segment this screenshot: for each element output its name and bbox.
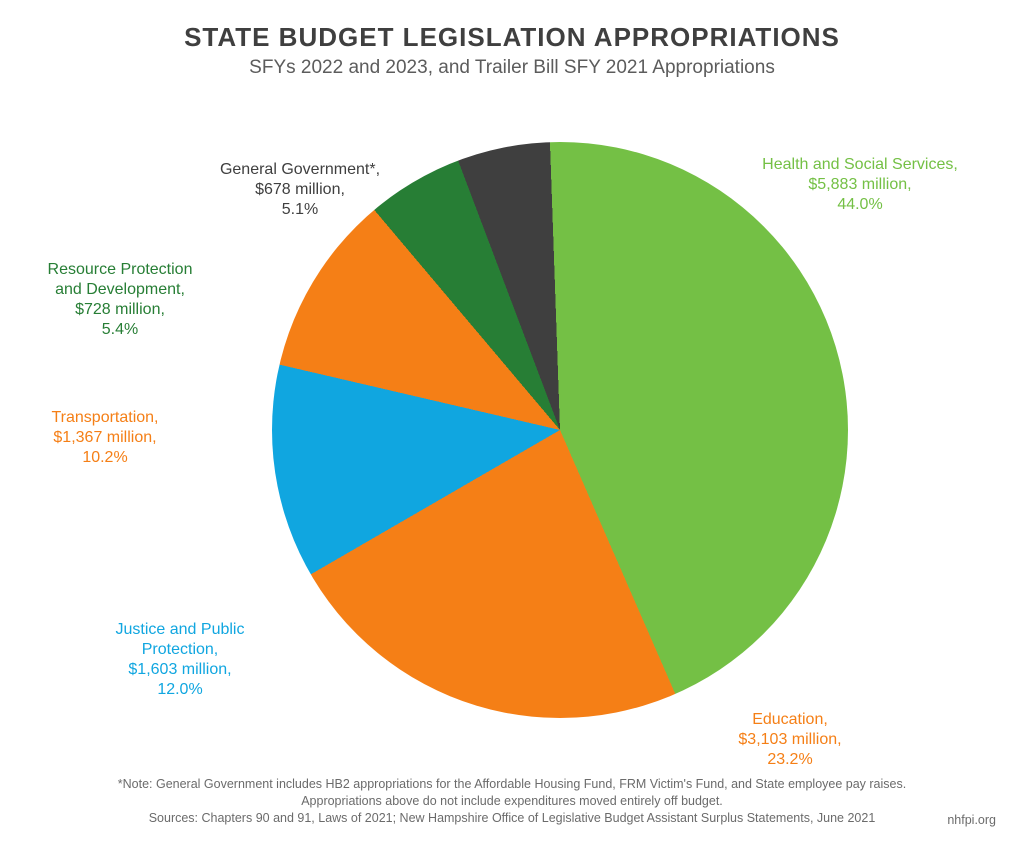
slice-label: General Government*, $678 million, 5.1% <box>190 160 410 220</box>
slice-label: Health and Social Services, $5,883 milli… <box>750 155 970 215</box>
slice-label: Transportation, $1,367 million, 10.2% <box>5 408 205 468</box>
slice-label: Resource Protection and Development, $72… <box>10 260 230 340</box>
pie-slices <box>272 142 848 718</box>
chart-footnote: *Note: General Government includes HB2 a… <box>0 776 1024 827</box>
pie-chart: Health and Social Services, $5,883 milli… <box>0 0 1024 847</box>
slice-label: Justice and Public Protection, $1,603 mi… <box>80 620 280 700</box>
chart-attribution: nhfpi.org <box>947 813 996 827</box>
slice-label: Education, $3,103 million, 23.2% <box>690 710 890 770</box>
